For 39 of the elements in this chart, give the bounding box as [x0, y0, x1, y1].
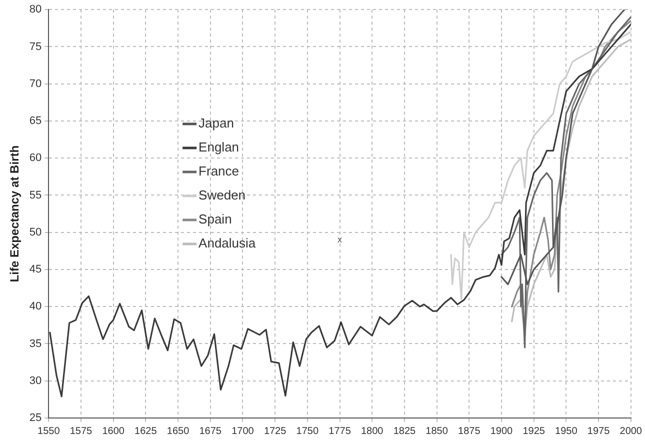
y-tick-label: 50: [29, 226, 42, 238]
x-tick-label: 1575: [70, 426, 93, 437]
legend-label: France: [198, 164, 240, 179]
y-tick-label: 55: [29, 189, 42, 202]
x-tick-label: 1750: [296, 426, 319, 437]
legend-label: Spain: [198, 212, 232, 227]
annotation: x: [338, 234, 343, 244]
y-tick-label: 30: [29, 374, 42, 387]
x-tick-label: 1600: [102, 426, 125, 437]
x-tick-label: 1550: [38, 426, 60, 437]
x-tick-label: 1975: [587, 426, 610, 437]
x-tick-label: 1875: [458, 426, 481, 437]
x-tick-label: 1800: [360, 426, 384, 437]
x-tick-label: 2000: [620, 426, 642, 437]
legend-label: Japan: [198, 116, 234, 131]
x-tick-label: 1925: [522, 426, 546, 437]
y-tick-label: 35: [29, 338, 42, 350]
x-tick-label: 1625: [134, 426, 158, 437]
x-tick-label: 1950: [555, 426, 578, 437]
x-tick-label: 1775: [328, 426, 352, 437]
y-tick-label: 70: [29, 78, 42, 90]
legend-label: Englan: [198, 140, 240, 155]
y-tick-label: 65: [29, 115, 42, 128]
x-tick-label: 1650: [166, 426, 190, 437]
x-tick-label: 1700: [232, 426, 254, 437]
y-tick-label: 60: [29, 152, 42, 164]
x-tick-label: 1825: [393, 426, 416, 437]
y-axis-title: Life Expectancy at Birth: [8, 145, 22, 282]
x-tick-label: 1850: [426, 426, 448, 437]
y-tick-label: 25: [29, 412, 42, 424]
x-tick-label: 1725: [264, 426, 287, 437]
y-tick-label: 45: [29, 264, 42, 276]
y-tick-label: 75: [29, 40, 42, 53]
y-tick-label: 80: [29, 4, 42, 16]
legend-label: Sweden: [198, 188, 246, 203]
x-tick-label: 1675: [199, 426, 222, 437]
x-tick-label: 1900: [490, 426, 514, 437]
legend-label: Andalusia: [198, 236, 256, 251]
y-tick-label: 40: [29, 300, 42, 313]
